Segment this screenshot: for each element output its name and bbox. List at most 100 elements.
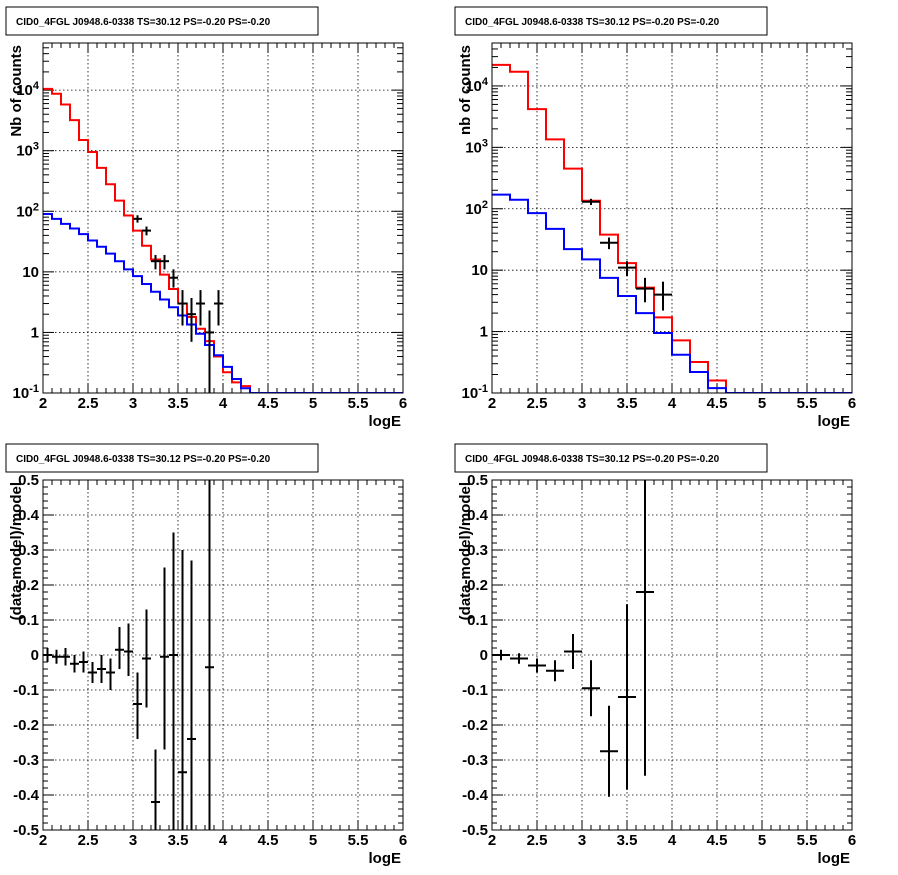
x-tick-label: 3.5 [617, 395, 638, 412]
chart-title-box [454, 443, 768, 473]
x-tick-label: 6 [399, 832, 407, 849]
y-tick-label: 0.5 [467, 472, 488, 489]
y-tick-label: 1 [31, 324, 39, 341]
data-point [160, 567, 169, 750]
x-tick-label: 5.5 [348, 832, 369, 849]
x-tick-label: 4 [668, 395, 677, 412]
data-point [654, 281, 672, 311]
y-tick-label: 0.4 [18, 507, 40, 524]
data-point [142, 226, 151, 236]
x-axis-label: logE [369, 850, 402, 867]
chart-title-box [454, 6, 768, 36]
x-tick-label: 4 [219, 395, 228, 412]
y-tick-label: -0.5 [13, 822, 39, 839]
panel-3: 2 2.5 3 3.5 4 4.5 5 5.5 6 -0.5 -0.4 -0.3 -0.2 -0.1 0 0.… [5, 443, 407, 867]
y-tick-label: 10-1 [462, 383, 488, 402]
x-tick-label: 3.5 [168, 395, 189, 412]
data-point [196, 290, 205, 326]
x-tick-label: 2.5 [527, 832, 548, 849]
x-tick-label: 5 [758, 395, 766, 412]
y-tick-label: 0 [31, 647, 39, 664]
x-tick-label: 4.5 [707, 832, 728, 849]
data-point [492, 649, 510, 661]
data-point [618, 604, 636, 790]
data-point [510, 653, 528, 664]
data-point [97, 655, 106, 683]
x-tick-label: 6 [399, 395, 407, 412]
data-point [187, 560, 196, 830]
data-point [582, 660, 600, 717]
plot-frame [42, 479, 404, 831]
x-tick-label: 5.5 [348, 395, 369, 412]
y-tick-label: 104 [465, 76, 489, 95]
y-tick-label: 102 [16, 201, 39, 220]
x-axis-label: logE [369, 413, 402, 430]
data-point [124, 623, 133, 676]
x-tick-label: 5 [309, 395, 317, 412]
data-point [600, 237, 618, 250]
x-axis-label: logE [818, 413, 851, 430]
x-tick-label: 3 [578, 832, 586, 849]
data-point [169, 532, 178, 830]
x-tick-label: 5 [758, 832, 766, 849]
y-tick-label: -0.4 [13, 787, 40, 804]
x-tick-label: 4 [219, 832, 228, 849]
plot-area [43, 87, 403, 393]
model-total-series [43, 87, 403, 393]
y-axis-label: (data-model)/model [8, 482, 25, 620]
x-tick-label: 4.5 [707, 395, 728, 412]
y-tick-label: -0.2 [13, 717, 39, 734]
x-tick-label: 4 [668, 832, 677, 849]
x-axis-label: logE [818, 850, 851, 867]
data-point [618, 261, 636, 277]
plot-area [492, 480, 654, 797]
y-tick-label: 0.1 [18, 612, 39, 629]
data-point [187, 298, 196, 342]
y-tick-label: 103 [16, 141, 39, 160]
data-point [160, 254, 169, 270]
plot-frame [491, 479, 853, 831]
plot-frame [42, 42, 404, 394]
data-point [115, 627, 124, 669]
data-point [106, 658, 115, 690]
x-tick-label: 2.5 [527, 395, 548, 412]
y-tick-label: 0.3 [467, 542, 488, 559]
data-point [52, 649, 61, 664]
x-tick-label: 6 [848, 832, 856, 849]
model-source-series [492, 193, 852, 393]
data-point [600, 705, 618, 797]
y-tick-label: 1 [480, 324, 488, 341]
data-point [205, 310, 214, 393]
data-point [70, 655, 79, 673]
y-tick-label: 10-1 [13, 383, 39, 402]
x-tick-label: 3.5 [168, 832, 189, 849]
data-point [636, 277, 654, 303]
x-tick-label: 2 [488, 832, 496, 849]
data-point [564, 634, 582, 669]
x-tick-label: 2.5 [78, 395, 99, 412]
y-axis-label: (data-model)/model [457, 482, 474, 620]
y-tick-label: 0.5 [18, 472, 39, 489]
x-tick-label: 2 [39, 832, 47, 849]
data-point [151, 254, 160, 270]
y-tick-label: 104 [16, 80, 40, 99]
data-point [88, 662, 97, 683]
data-point [178, 550, 187, 830]
y-tick-label: -0.5 [462, 822, 488, 839]
y-tick-label: -0.1 [13, 682, 39, 699]
data-point [546, 660, 564, 682]
chart-title: CID0_4FGL J0948.6-0338 TS=30.12 PS=-0.20… [16, 17, 271, 28]
panel-1: 2 2.5 3 3.5 4 4.5 5 5.5 6 10-1 1 10 102 103 104 logE Nb … [5, 6, 407, 430]
y-tick-label: -0.2 [462, 717, 488, 734]
x-tick-label: 5 [309, 832, 317, 849]
y-tick-label: 103 [465, 137, 488, 156]
y-tick-label: 0.2 [18, 577, 39, 594]
panel-4: 2 2.5 3 3.5 4 4.5 5 5.5 6 -0.5 -0.4 -0.3 -0.2 -0.1 0 0.… [454, 443, 856, 867]
data-point [61, 648, 70, 666]
x-tick-label: 2 [39, 395, 47, 412]
y-tick-label: -0.1 [462, 682, 488, 699]
data-point [205, 480, 214, 830]
x-tick-label: 5.5 [797, 832, 818, 849]
y-tick-label: 0.4 [467, 507, 489, 524]
y-axis-label: nb of counts [457, 45, 474, 135]
